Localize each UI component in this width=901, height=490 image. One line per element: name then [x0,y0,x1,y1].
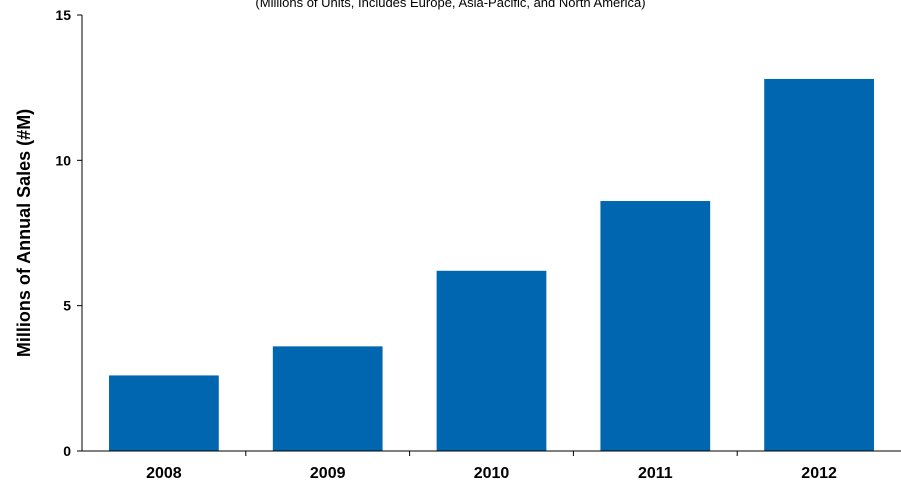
bar-2009 [272,346,383,451]
x-tick-label-2008: 2008 [146,465,182,482]
y-axis-label: Millions of Annual Sales (#M) [14,109,34,357]
chart-subtitle: (Millions of Units, Includes Europe, Asi… [255,0,646,10]
bar-2008 [109,375,219,451]
bar-2010 [436,270,547,451]
x-tick-label-2009: 2009 [310,465,346,482]
x-ticks-group: 2008 2009 2010 2011 2012 [146,451,837,482]
y-tick-label-5: 5 [63,298,71,314]
x-tick-label-2012: 2012 [801,465,837,482]
y-ticks-group: 0 5 10 15 [55,7,82,459]
bars-group [109,78,874,452]
y-tick-label-0: 0 [63,443,71,459]
y-tick-label-15: 15 [55,7,71,23]
x-tick-label-2010: 2010 [474,465,510,482]
bar-2011 [600,201,711,451]
bar-2012 [764,78,874,452]
y-tick-label-10: 10 [55,152,71,168]
axes-group [81,15,901,452]
x-tick-label-2011: 2011 [638,465,673,482]
